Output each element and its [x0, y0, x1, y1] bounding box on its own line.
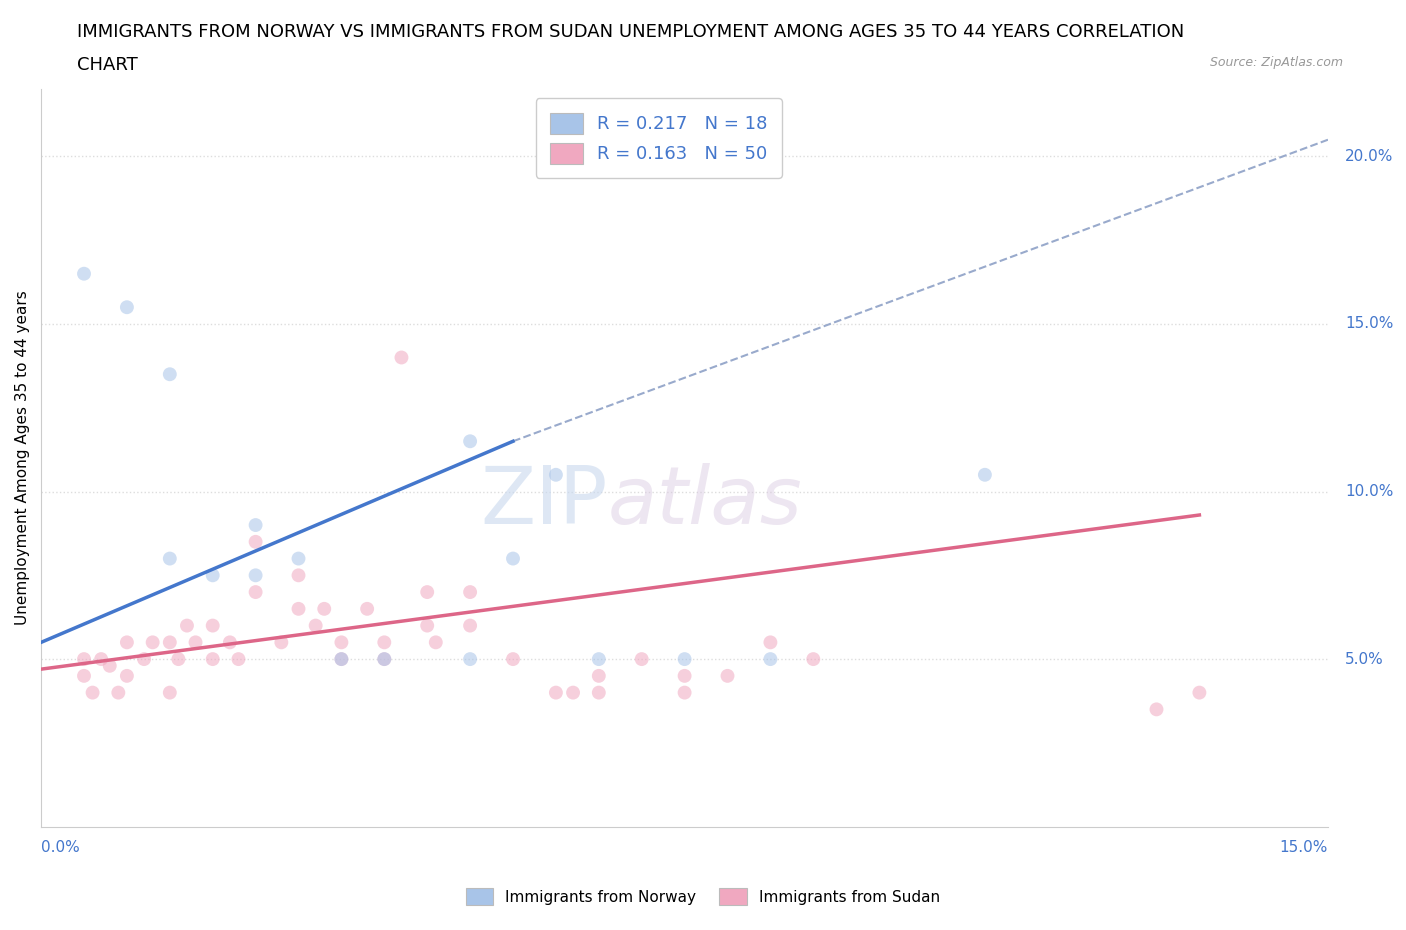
- Point: [90, 652, 112, 667]
- Point: [287, 568, 309, 583]
- Point: [562, 685, 585, 700]
- Point: [973, 468, 995, 483]
- Point: [73, 652, 96, 667]
- Point: [356, 602, 378, 617]
- Text: 0.0%: 0.0%: [41, 840, 80, 855]
- Point: [115, 635, 138, 650]
- Point: [630, 652, 652, 667]
- Point: [167, 652, 190, 667]
- Point: [330, 635, 353, 650]
- Point: [416, 585, 439, 600]
- Point: [159, 366, 181, 381]
- Legend: Immigrants from Norway, Immigrants from Sudan: Immigrants from Norway, Immigrants from …: [458, 880, 948, 913]
- Text: 5.0%: 5.0%: [1346, 652, 1384, 667]
- Point: [759, 635, 782, 650]
- Point: [373, 652, 395, 667]
- Text: ZIP: ZIP: [479, 463, 607, 541]
- Point: [759, 652, 782, 667]
- Point: [330, 652, 353, 667]
- Point: [159, 635, 181, 650]
- Point: [373, 635, 395, 650]
- Point: [458, 585, 481, 600]
- Point: [270, 635, 292, 650]
- Point: [159, 685, 181, 700]
- Point: [107, 685, 129, 700]
- Point: [458, 652, 481, 667]
- Point: [544, 468, 567, 483]
- Point: [245, 585, 267, 600]
- Point: [673, 652, 696, 667]
- Point: [716, 669, 738, 684]
- Point: [287, 602, 309, 617]
- Point: [228, 652, 250, 667]
- Point: [314, 602, 336, 617]
- Point: [502, 551, 524, 566]
- Point: [184, 635, 207, 650]
- Point: [287, 551, 309, 566]
- Point: [176, 618, 198, 633]
- Point: [98, 658, 121, 673]
- Text: 15.0%: 15.0%: [1346, 316, 1393, 331]
- Point: [544, 685, 567, 700]
- Point: [416, 618, 439, 633]
- Point: [218, 635, 240, 650]
- Point: [73, 669, 96, 684]
- Point: [201, 568, 224, 583]
- Point: [458, 618, 481, 633]
- Point: [115, 669, 138, 684]
- Point: [142, 635, 165, 650]
- Point: [1146, 702, 1168, 717]
- Text: CHART: CHART: [77, 56, 138, 73]
- Point: [245, 518, 267, 533]
- Point: [588, 652, 610, 667]
- Point: [115, 299, 138, 314]
- Point: [245, 535, 267, 550]
- Point: [305, 618, 328, 633]
- Point: [673, 669, 696, 684]
- Point: [588, 685, 610, 700]
- Point: [132, 652, 155, 667]
- Point: [245, 568, 267, 583]
- Text: atlas: atlas: [607, 463, 803, 541]
- Point: [391, 350, 413, 365]
- Point: [82, 685, 104, 700]
- Text: Source: ZipAtlas.com: Source: ZipAtlas.com: [1209, 56, 1343, 69]
- Point: [1188, 685, 1211, 700]
- Point: [201, 652, 224, 667]
- Point: [201, 618, 224, 633]
- Text: 20.0%: 20.0%: [1346, 149, 1393, 164]
- Text: 10.0%: 10.0%: [1346, 484, 1393, 499]
- Point: [673, 685, 696, 700]
- Point: [458, 433, 481, 448]
- Text: IMMIGRANTS FROM NORWAY VS IMMIGRANTS FROM SUDAN UNEMPLOYMENT AMONG AGES 35 TO 44: IMMIGRANTS FROM NORWAY VS IMMIGRANTS FRO…: [77, 23, 1185, 41]
- Point: [801, 652, 824, 667]
- Text: 15.0%: 15.0%: [1279, 840, 1329, 855]
- Point: [159, 551, 181, 566]
- Point: [502, 652, 524, 667]
- Y-axis label: Unemployment Among Ages 35 to 44 years: Unemployment Among Ages 35 to 44 years: [15, 291, 30, 625]
- Legend: R = 0.217   N = 18, R = 0.163   N = 50: R = 0.217 N = 18, R = 0.163 N = 50: [536, 99, 782, 178]
- Point: [73, 266, 96, 281]
- Point: [373, 652, 395, 667]
- Point: [588, 669, 610, 684]
- Point: [425, 635, 447, 650]
- Point: [330, 652, 353, 667]
